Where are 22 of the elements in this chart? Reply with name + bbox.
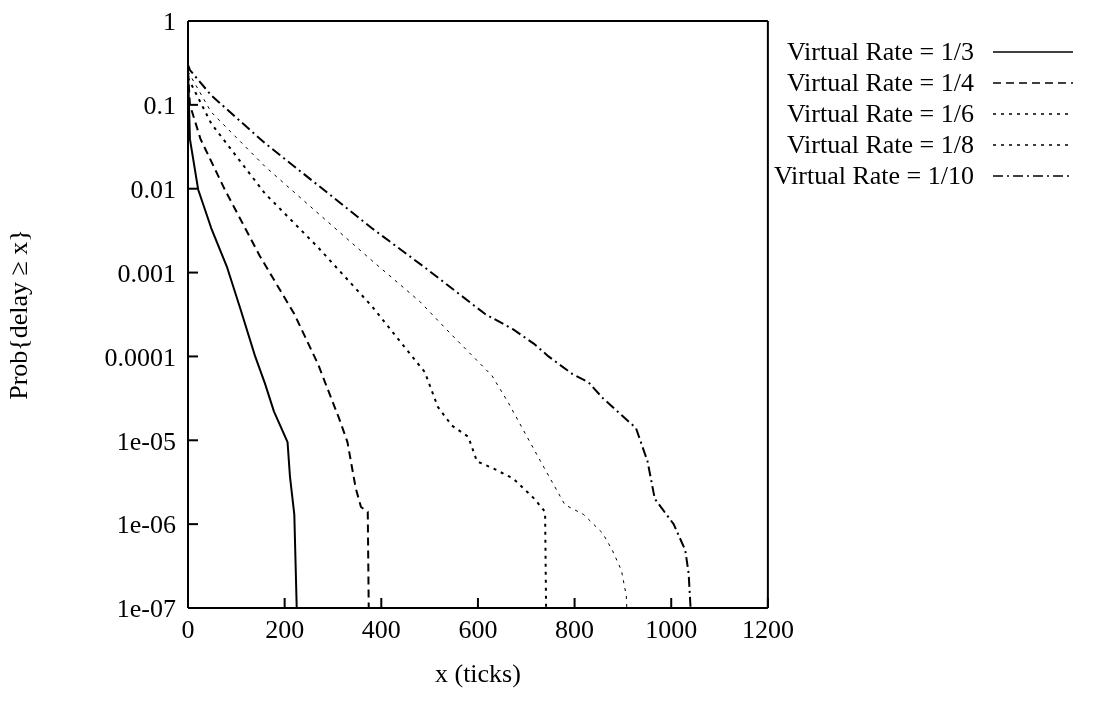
- y-tick-label: 1: [163, 7, 176, 37]
- legend-label: Virtual Rate = 1/4: [786, 67, 974, 98]
- legend-label: Virtual Rate = 1/10: [773, 160, 974, 191]
- y-tick-label: 0.001: [117, 258, 176, 288]
- legend-label: Virtual Rate = 1/8: [786, 129, 974, 160]
- x-tick-label: 800: [555, 615, 595, 645]
- x-tick-label: 600: [458, 615, 498, 645]
- x-tick-label: 1000: [645, 615, 698, 645]
- y-tick-label: 1e-06: [116, 510, 176, 540]
- y-tick-label: 1e-07: [116, 594, 176, 624]
- x-axis-title: x (ticks): [434, 659, 521, 688]
- y-tick-label: 0.01: [130, 174, 176, 204]
- x-tick-label: 200: [265, 615, 305, 645]
- x-tick-label: 400: [361, 615, 401, 645]
- x-tick-label: 1200: [741, 615, 794, 645]
- y-tick-label: 0.1: [143, 91, 176, 121]
- legend-label: Virtual Rate = 1/3: [786, 36, 974, 67]
- y-tick-label: 0.0001: [104, 342, 176, 372]
- y-tick-label: 1e-05: [116, 426, 176, 456]
- legend-label: Virtual Rate = 1/6: [786, 98, 974, 129]
- x-tick-label: 0: [181, 615, 195, 645]
- y-axis-title: Prob{delay ≥ x}: [4, 229, 34, 400]
